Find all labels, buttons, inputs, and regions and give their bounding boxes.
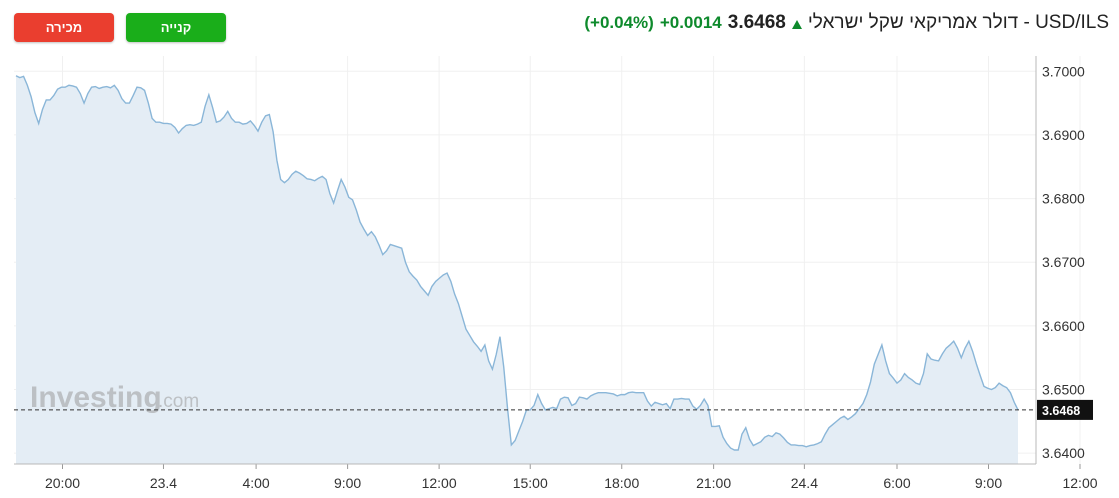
price-line <box>15 75 1019 451</box>
y-tick-label: 3.6900 <box>1042 127 1085 143</box>
x-tick-label: 9:00 <box>975 475 1002 491</box>
x-tick-label: 20:00 <box>45 475 80 491</box>
watermark-suffix: .com <box>158 391 199 412</box>
x-tick-label: 12:00 <box>422 475 457 491</box>
x-tick-label: 12:00 <box>1062 475 1097 491</box>
y-tick-label: 3.6400 <box>1042 445 1085 461</box>
chart-axes: 3.7000 3.6900 3.6800 3.6700 3.6600 3.6500 3.64… <box>14 56 1098 491</box>
y-tick-label: 3.6500 <box>1042 382 1085 398</box>
x-tick-label: 15:00 <box>513 475 548 491</box>
current-price-box <box>1037 399 1093 420</box>
change-value: +0.0014 <box>659 13 722 32</box>
arrow-up-icon <box>791 19 802 29</box>
y-tick-label: 3.6700 <box>1042 254 1085 270</box>
x-tick-label: 6:00 <box>883 475 910 491</box>
y-tick-label: 3.6600 <box>1042 318 1085 334</box>
y-tick-label: 3.6800 <box>1042 191 1085 207</box>
x-tick-label: 18:00 <box>604 475 639 491</box>
change-percent: (+0.04%) <box>584 13 654 32</box>
buy-button[interactable]: קנייה <box>126 13 226 42</box>
x-tick-label: 4:00 <box>242 475 269 491</box>
current-price-label: 3.6468 <box>1042 404 1080 418</box>
sell-button[interactable]: מכירה <box>14 13 114 42</box>
quote-header: (+0.04%) +0.0014 3.6468 USD/ILS - דולר א… <box>584 10 1109 36</box>
price-chart[interactable]: Investing .com 3.70003.69003.68003.67003… <box>0 56 1119 498</box>
x-tick-label: 9:00 <box>334 475 361 491</box>
price-area-fill <box>16 75 1018 465</box>
current-price: 3.6468 <box>727 12 786 33</box>
watermark-text: Investing <box>30 381 162 414</box>
y-tick-label: 3.7000 <box>1042 63 1085 79</box>
watermark: Investing .com <box>30 381 199 414</box>
x-tick-label: 21:00 <box>696 475 731 491</box>
x-tick-label: 23.4 <box>150 475 177 491</box>
instrument-title: USD/ILS - דולר אמריקאי שקל ישראלי <box>807 12 1109 33</box>
x-tick-label: 24.4 <box>791 475 818 491</box>
